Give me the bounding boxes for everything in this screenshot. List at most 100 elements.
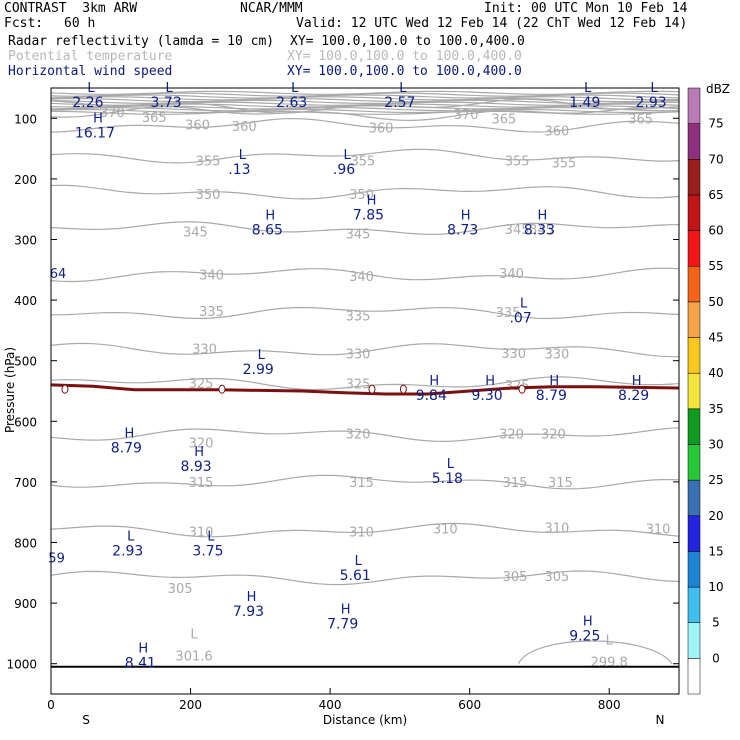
theta-label: 315 xyxy=(189,476,214,491)
theta-label: 360 xyxy=(369,121,394,136)
wind-extremum-value: 2.99 xyxy=(243,362,274,378)
x-tick-label: 400 xyxy=(319,698,342,712)
colorbar-swatch xyxy=(687,265,701,303)
colorbar-label: 60 xyxy=(708,224,723,238)
wind-extremum-value: 8.73 xyxy=(447,222,478,238)
colorbar-unit: dBZ xyxy=(706,82,730,96)
theta-label: 330 xyxy=(501,347,526,362)
theta-label: 310 xyxy=(433,523,458,538)
colorbar-swatch xyxy=(687,658,701,695)
colorbar-label: 20 xyxy=(708,509,723,523)
wind-extremum-type: H xyxy=(583,614,593,629)
colorbar-swatch xyxy=(687,87,701,124)
wind-edge-label: 59 xyxy=(48,552,65,567)
wind-extremum-type: L xyxy=(447,457,455,472)
theta-label: 345 xyxy=(346,227,371,242)
theta-label: 355 xyxy=(551,157,576,172)
isentrope-325 xyxy=(50,376,680,391)
theta-label: 360 xyxy=(185,118,210,133)
theta-label: 320 xyxy=(499,427,524,442)
wind-extremum-value: .13 xyxy=(228,162,250,178)
wind-extremum-value: 7.93 xyxy=(233,604,264,620)
tropopause-marker xyxy=(368,384,376,394)
isentrope-335 xyxy=(51,306,680,320)
forecast-label: Fcst: xyxy=(4,16,44,31)
theta-label: 330 xyxy=(192,343,217,358)
theta-label: 345 xyxy=(505,223,530,238)
theta-label: 345 xyxy=(529,223,554,238)
x-tick-label: 200 xyxy=(179,698,202,712)
wind-extremum-type: L xyxy=(355,554,363,569)
colorbar-label: 50 xyxy=(708,295,723,309)
colorbar-label: 65 xyxy=(708,188,723,202)
y-tick-label: 200 xyxy=(14,173,37,187)
y-tick-label: 900 xyxy=(14,597,37,611)
wind-extremum-type: L xyxy=(584,81,592,96)
colorbar-swatch xyxy=(687,586,701,623)
wind-extremum-type: L xyxy=(207,530,215,545)
theta-label: 320 xyxy=(189,437,214,452)
wind-extremum-type: H xyxy=(485,374,495,389)
wind-extremum-type: L xyxy=(343,148,351,163)
tropopause-marker xyxy=(399,384,407,394)
tropopause-marker xyxy=(218,384,226,394)
isentrope-365 xyxy=(50,106,680,122)
wind-extremum-value: 7.85 xyxy=(353,207,384,223)
wind-extremum-value: 2.93 xyxy=(636,95,667,111)
wind-extremum-value: 8.79 xyxy=(536,388,567,404)
upper-isentrope xyxy=(50,108,680,114)
theta-label: 355 xyxy=(196,155,221,170)
colorbar-swatch xyxy=(687,444,701,481)
tropopause-marker xyxy=(518,384,526,394)
wind-extremum-value: 1.49 xyxy=(569,95,600,111)
theta-label: 370 xyxy=(454,108,479,123)
isentrope-305 xyxy=(50,570,680,586)
wind-extremum-value: 9.30 xyxy=(472,388,503,404)
field-name-wind: Horizontal wind speed xyxy=(8,64,173,79)
y-axis-title: Pressure (hPa) xyxy=(3,347,17,433)
wind-extremum-value: .07 xyxy=(509,310,531,326)
wind-extremum-value: 5.18 xyxy=(432,471,463,487)
colorbar-swatch xyxy=(687,123,701,160)
upper-isentrope xyxy=(50,99,680,104)
upper-isentrope xyxy=(50,110,680,115)
theta-label: 335 xyxy=(346,309,371,324)
colorbar-swatch xyxy=(687,372,701,410)
theta-label: 315 xyxy=(503,476,528,491)
theta-label: 365 xyxy=(491,112,516,127)
field-xy-theta: XY= 100.0,100.0 to 100.0,400.0 xyxy=(287,49,522,64)
theta-label: 310 xyxy=(544,521,569,536)
organization: NCAR/MMM xyxy=(240,1,303,16)
wind-extremum-type: L xyxy=(166,81,174,96)
tropopause-marker xyxy=(61,384,69,394)
wind-extremum-type: L xyxy=(650,81,658,96)
theta-label: 335 xyxy=(496,306,521,321)
y-tick-label: 600 xyxy=(14,415,37,429)
wind-extremum-type: L xyxy=(399,81,407,96)
colorbar-label: 5 xyxy=(712,616,720,630)
wind-extremum-type: H xyxy=(461,208,471,223)
wind-extremum-value: 7.79 xyxy=(327,616,358,632)
colorbar-swatch xyxy=(687,301,701,338)
surface-theta-contour xyxy=(517,640,673,665)
colorbar-label: 70 xyxy=(708,152,723,166)
colorbar-label: 45 xyxy=(708,331,723,345)
x-tick-label: 0 xyxy=(47,698,55,712)
wind-extremum-type: H xyxy=(247,590,257,605)
upper-isentrope xyxy=(50,97,680,103)
upper-isentrope xyxy=(50,96,680,101)
wind-extremum-type: L xyxy=(258,348,266,363)
tropopause-line xyxy=(50,383,680,396)
wind-extremum-value: 16.17 xyxy=(75,125,115,141)
colorbar-label: 30 xyxy=(708,437,723,451)
theta-extremum-value: 301.6 xyxy=(175,650,212,665)
theta-label: 310 xyxy=(189,526,214,541)
colorbar-swatch xyxy=(687,194,701,231)
theta-label: 355 xyxy=(505,155,530,170)
field-name-reflectivity: Radar reflectivity (lamda = 10 cm) xyxy=(8,34,275,49)
theta-label: 305 xyxy=(503,570,528,585)
theta-label: 320 xyxy=(541,427,566,442)
theta-label: 335 xyxy=(199,305,224,320)
wind-extremum-type: H xyxy=(124,427,134,442)
init-time: Init: 00 UTC Mon 10 Feb 14 xyxy=(484,1,688,16)
